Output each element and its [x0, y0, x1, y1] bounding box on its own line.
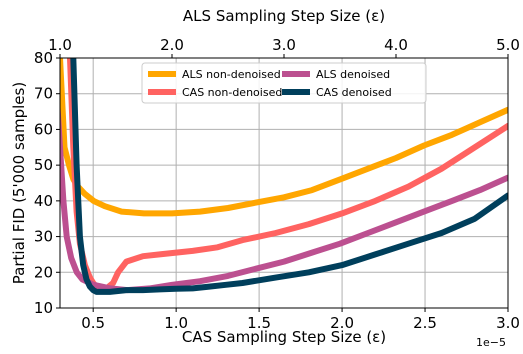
x-tick-label-bottom: 2.5	[413, 314, 437, 332]
ticks: 10 20 30 40 50 60 70 80 0.5 1.0 1.5 2.0 2.5 3.0 1.0 2.0…	[34, 36, 520, 332]
x-tick-label-top: 3.0	[272, 36, 296, 54]
x-tick-label-top: 5.0	[496, 36, 520, 54]
legend: ALS non-denoised ALS denoised CAS non-deno…	[141, 62, 427, 104]
x-tick-label-bottom: 3.0	[496, 314, 520, 332]
y-tick-label: 40	[34, 192, 53, 210]
y-tick-label: 60	[34, 120, 53, 138]
x-axis-label-top: ALS Sampling Step Size (ε)	[183, 7, 385, 25]
x-tick-label-top: 2.0	[160, 36, 184, 54]
x-tick-label-bottom: 2.0	[330, 314, 354, 332]
y-tick-label: 80	[34, 49, 53, 67]
legend-label: ALS non-denoised	[182, 68, 281, 81]
legend-box	[141, 62, 427, 104]
series-line-als-denoised	[60, 99, 508, 294]
x-tick-label-top: 1.0	[48, 36, 72, 54]
series-layer	[60, 58, 508, 295]
y-tick-label: 30	[34, 228, 53, 246]
x-tick-label-bottom: 1.0	[164, 314, 188, 332]
x-axis-label-bottom: CAS Sampling Step Size (ε)	[182, 328, 386, 346]
x-tick-label-bottom: 0.5	[81, 314, 105, 332]
y-tick-label: 10	[34, 299, 53, 317]
x-tick-label-top: 4.0	[384, 36, 408, 54]
y-tick-label: 50	[34, 156, 53, 174]
x-scale-factor-label: 1e−5	[476, 336, 506, 349]
y-axis-label: Partial FID (5'000 samples)	[10, 82, 28, 284]
legend-label: CAS denoised	[316, 86, 392, 99]
legend-label: ALS denoised	[316, 68, 390, 81]
y-tick-label: 20	[34, 263, 53, 281]
legend-label: CAS non-denoised	[182, 86, 282, 99]
series-line-cas-denoised	[70, 58, 508, 295]
x-tick-label-bottom: 1.5	[247, 314, 271, 332]
y-tick-label: 70	[34, 85, 53, 103]
